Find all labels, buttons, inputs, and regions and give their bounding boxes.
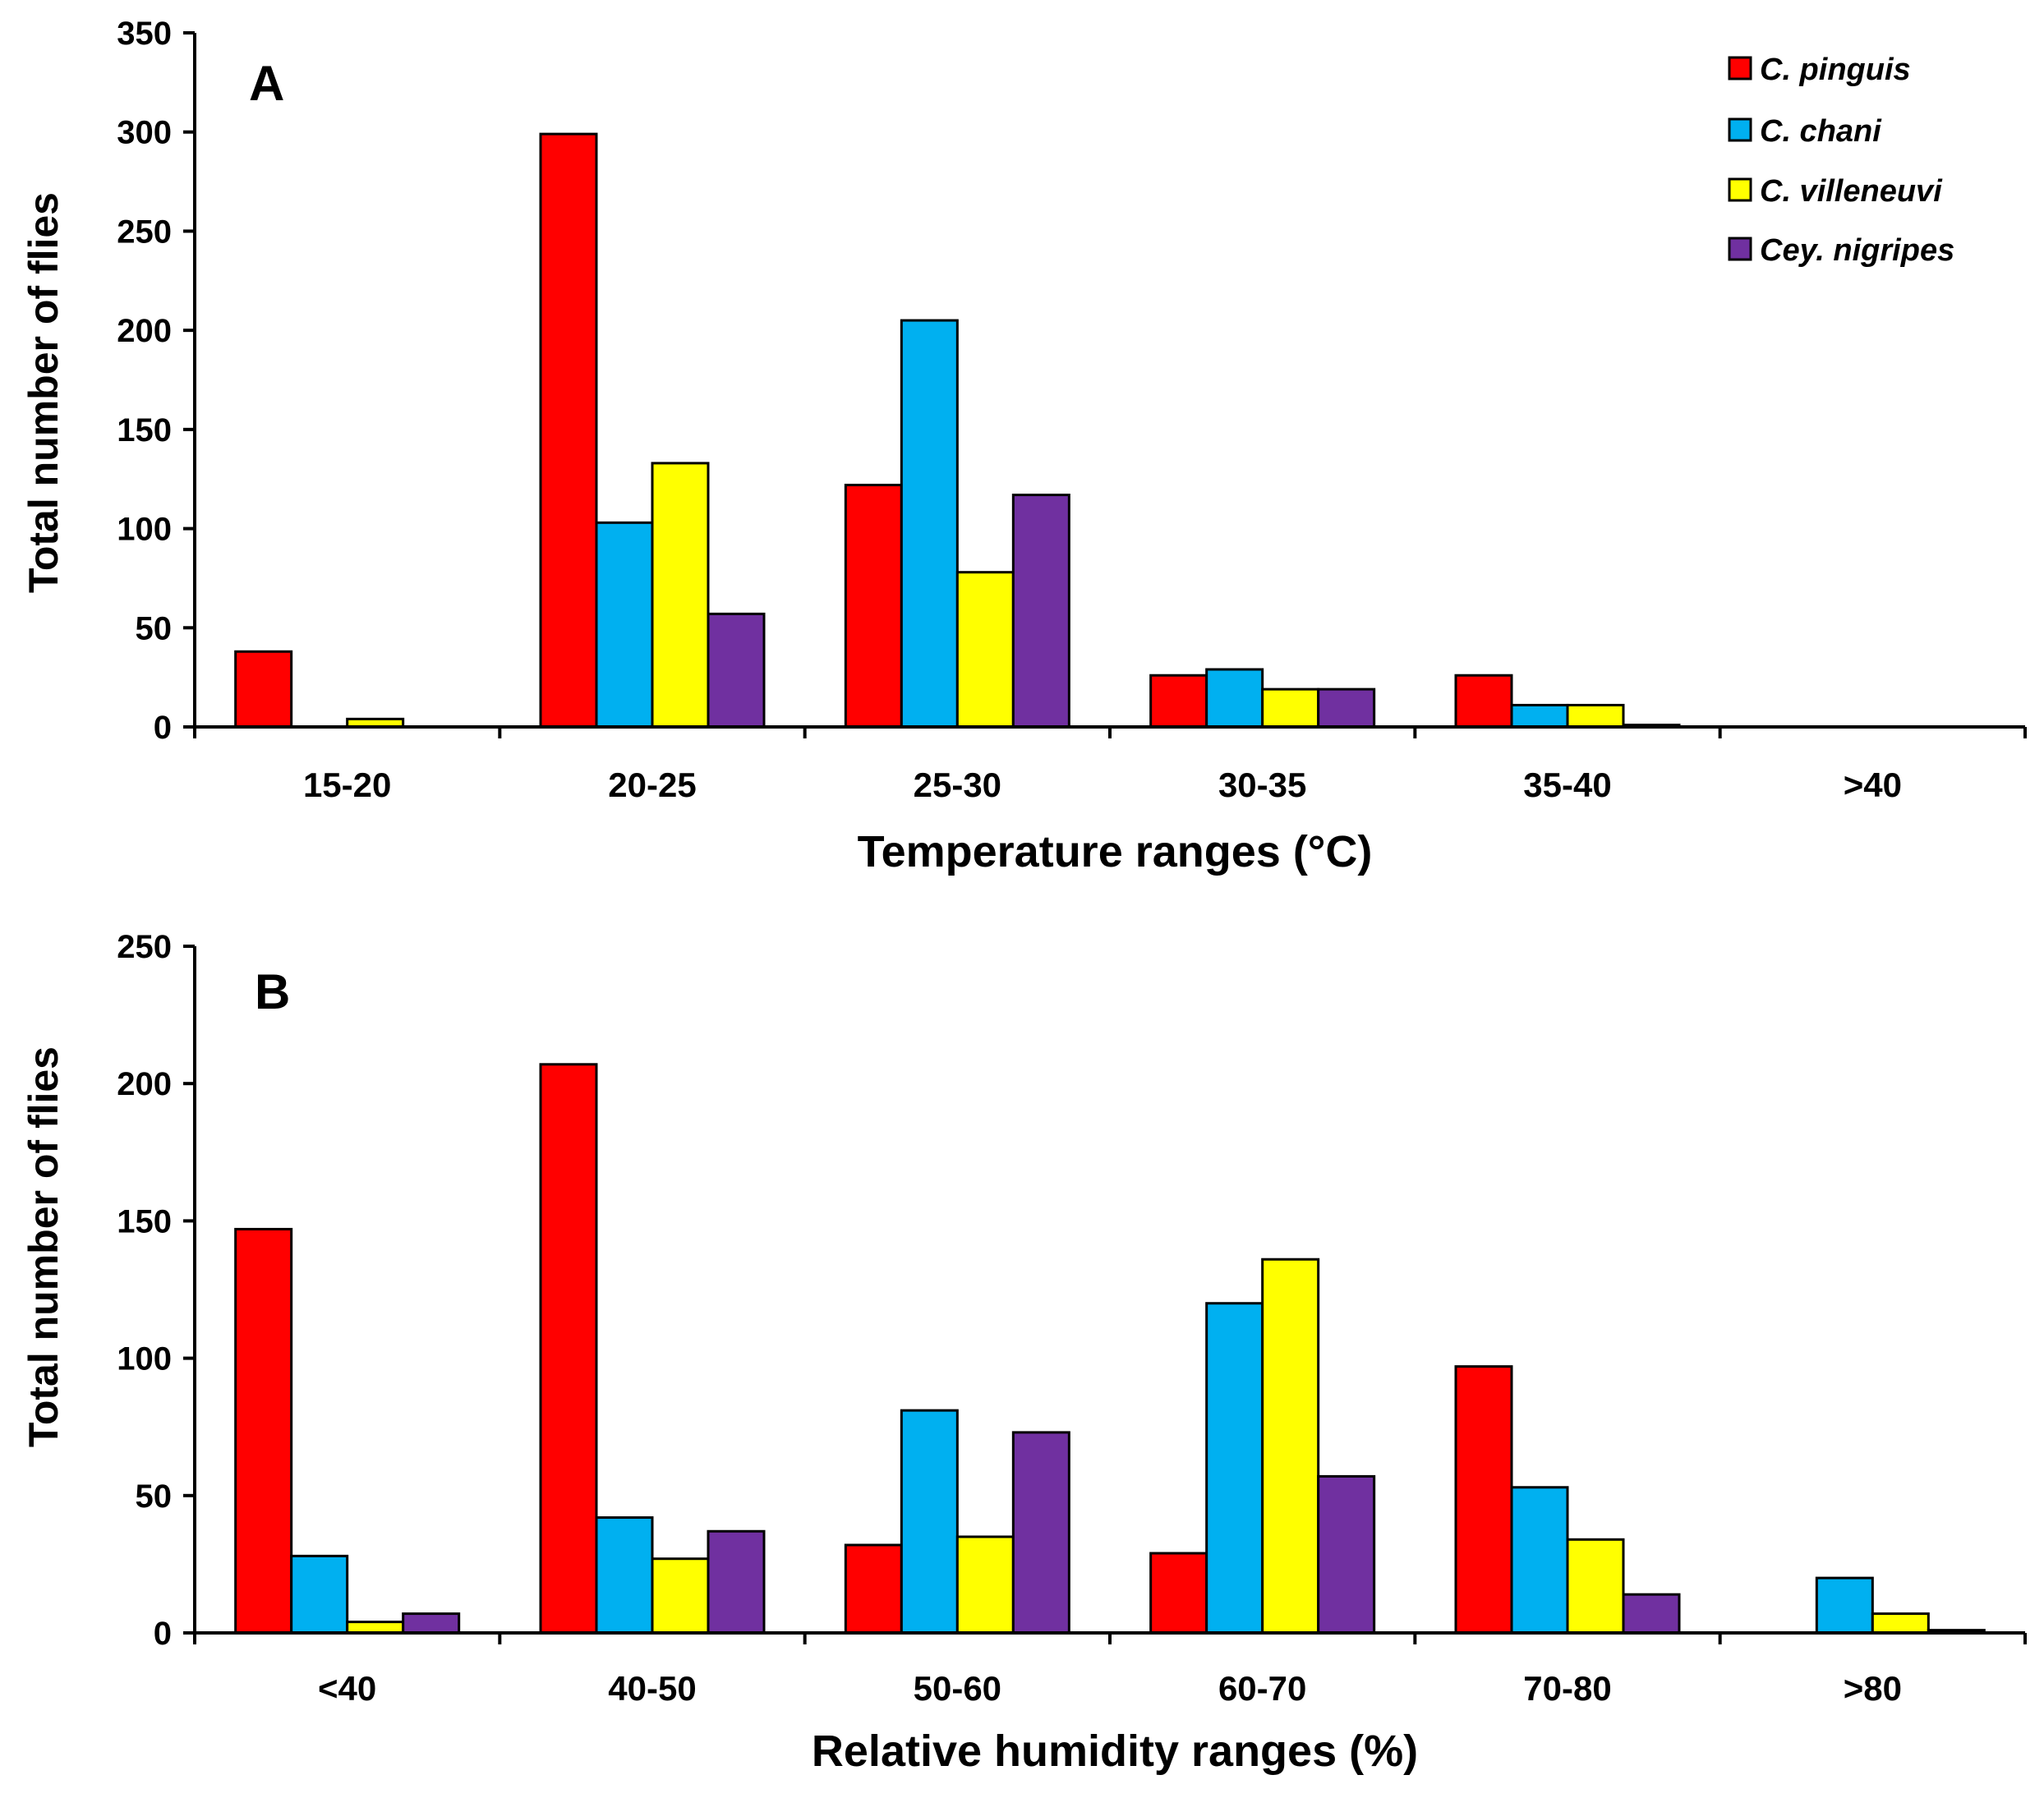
chart-b-yticks: 0 50 100 150 200 250 (117, 929, 195, 1652)
chart-a-bar-c-villeneuvi-20-25 (651, 462, 710, 729)
chart-a-y-tick-label: 0 (154, 710, 172, 746)
chart-b-bar-c-pinguis-60-70 (1149, 1552, 1208, 1635)
chart-b-bar-cey-nigripes-50-60 (1011, 1431, 1070, 1635)
legend-swatch-c-pinguis (1728, 56, 1752, 80)
chart-a-y-tick-label: 250 (117, 214, 172, 250)
legend-item-c-pinguis: C. pinguis (1728, 53, 1911, 87)
chart-b-bar-c-chani-40 (290, 1554, 349, 1635)
legend: C. pinguis C. chani C. villeneuvi Cey. n… (1728, 53, 1954, 268)
chart-b-bar-c-villeneuvi-40-50 (651, 1557, 710, 1635)
chart-b-bar-c-chani-50-60 (900, 1409, 959, 1635)
chart-b-bar-c-chani-80 (1815, 1576, 1874, 1635)
chart-b-bar-c-chani-70-80 (1510, 1486, 1569, 1635)
chart-a-x-tick-label: 30-35 (1218, 766, 1306, 804)
chart-a-bar-c-chani-20-25 (595, 521, 654, 729)
chart-b-bar-cey-nigripes-70-80 (1622, 1593, 1681, 1635)
chart-b-bar-c-pinguis-40-50 (539, 1063, 598, 1635)
legend-label-c-chani: C. chani (1760, 114, 1882, 149)
chart-b-panel-label: B (255, 964, 290, 1019)
chart-b-y-axis-title: Total number of flies (21, 1046, 67, 1447)
chart-a-bar-c-chani-35-40 (1510, 703, 1569, 729)
legend-item-cey-nigripes: Cey. nigripes (1728, 233, 1954, 268)
chart-b-bar-cey-nigripes-40 (402, 1612, 461, 1635)
chart-a-x-tick-label: 25-30 (914, 766, 1001, 804)
chart-b-y-tick-label: 100 (117, 1341, 172, 1377)
chart-a-bar-c-pinguis-25-30 (844, 483, 903, 729)
chart-b-y-tick-label: 0 (154, 1616, 172, 1652)
chart-a-y-tick-label: 100 (117, 512, 172, 548)
chart-a-bar-cey-nigripes-30-35 (1317, 687, 1376, 729)
chart-a-y-tick-label: 350 (117, 16, 172, 52)
legend-swatch-c-chani (1728, 117, 1752, 142)
chart-b-bar-c-chani-60-70 (1205, 1302, 1264, 1635)
chart-b-bar-c-pinguis-50-60 (844, 1543, 903, 1635)
legend-label-cey-nigripes: Cey. nigripes (1760, 233, 1954, 268)
chart-a-y-tick-label: 150 (117, 412, 172, 448)
chart-a-y-tick-label: 200 (117, 313, 172, 349)
chart-a-bar-c-villeneuvi-30-35 (1261, 687, 1320, 729)
chart-b-x-axis-title: Relative humidity ranges (%) (812, 1727, 1418, 1776)
chart-a-bar-cey-nigripes-25-30 (1011, 494, 1070, 729)
chart-a-x-tick-label: >40 (1844, 766, 1902, 804)
chart-a-bar-c-chani-25-30 (900, 319, 959, 729)
chart-b-x-tick-label: <40 (318, 1669, 376, 1708)
chart-a-x-tick-label: 15-20 (303, 766, 391, 804)
chart-a-y-axis-title: Total number of flies (21, 192, 67, 593)
chart-b-bar-c-villeneuvi-40 (346, 1621, 405, 1635)
chart-a-x-tick-label: 35-40 (1523, 766, 1611, 804)
chart-a-bars (234, 132, 1681, 729)
chart-a-bar-c-villeneuvi-25-30 (955, 571, 1015, 729)
chart-b-x-tick-label: >80 (1844, 1669, 1902, 1708)
legend-item-c-chani: C. chani (1728, 114, 1882, 149)
chart-a-yticks: 0 50 100 150 200 250 300 350 (117, 16, 195, 746)
chart-b-x-tick-label: 70-80 (1523, 1669, 1611, 1708)
chart-b-bars (234, 1063, 1986, 1635)
chart-a-bar-c-villeneuvi-35-40 (1566, 703, 1625, 729)
chart-b-bar-c-pinguis-40 (234, 1227, 293, 1635)
chart-a-xticks: 15-20 20-25 25-30 30-35 35-40 >40 (193, 727, 2027, 804)
chart-b-x-tick-label: 60-70 (1218, 1669, 1306, 1708)
chart-a-x-tick-label: 20-25 (608, 766, 696, 804)
chart-b-xticks: <40 40-50 50-60 60-70 70-80 >80 (193, 1633, 2027, 1708)
chart-a: 0 50 100 150 200 250 300 350 15-20 20-25 25-30 30-… (21, 16, 2027, 876)
chart-b-y-tick-label: 200 (117, 1066, 172, 1102)
chart-b-y-tick-label: 250 (117, 929, 172, 965)
chart-a-x-axis-title: Temperature ranges (°C) (858, 827, 1373, 876)
chart-b-bar-c-chani-40-50 (595, 1516, 654, 1635)
legend-label-c-villeneuvi: C. villeneuvi (1760, 174, 1943, 209)
chart-a-bar-cey-nigripes-20-25 (707, 612, 766, 729)
chart-b-x-tick-label: 40-50 (608, 1669, 696, 1708)
legend-label-c-pinguis: C. pinguis (1760, 53, 1911, 87)
chart-a-bar-c-pinguis-20-25 (539, 132, 598, 729)
legend-swatch-cey-nigripes (1728, 237, 1752, 261)
chart-b-bar-cey-nigripes-40-50 (707, 1529, 766, 1635)
chart-b-bar-c-villeneuvi-60-70 (1261, 1258, 1320, 1635)
chart-a-bar-c-pinguis-15-20 (234, 650, 293, 729)
chart-a-y-tick-label: 50 (136, 610, 173, 646)
chart-b-x-tick-label: 50-60 (914, 1669, 1001, 1708)
chart-b-bar-c-pinguis-70-80 (1454, 1365, 1513, 1635)
chart-b-y-tick-label: 50 (136, 1478, 173, 1515)
legend-item-c-villeneuvi: C. villeneuvi (1728, 174, 1943, 209)
chart-b: 0 50 100 150 200 250 <40 40-50 50-60 60-70 70-80 >… (21, 929, 2027, 1776)
chart-b-bar-c-villeneuvi-70-80 (1566, 1538, 1625, 1635)
chart-a-bar-c-pinguis-35-40 (1454, 674, 1513, 729)
chart-b-bar-c-villeneuvi-50-60 (955, 1535, 1015, 1635)
chart-a-panel-label: A (249, 56, 284, 111)
legend-swatch-c-villeneuvi (1728, 177, 1752, 202)
chart-b-bar-c-villeneuvi-80 (1871, 1612, 1930, 1635)
chart-a-bar-c-pinguis-30-35 (1149, 674, 1208, 729)
chart-b-y-tick-label: 150 (117, 1203, 172, 1239)
chart-b-bar-cey-nigripes-60-70 (1317, 1474, 1376, 1635)
chart-a-y-tick-label: 300 (117, 115, 172, 151)
chart-a-bar-c-chani-30-35 (1205, 668, 1264, 729)
